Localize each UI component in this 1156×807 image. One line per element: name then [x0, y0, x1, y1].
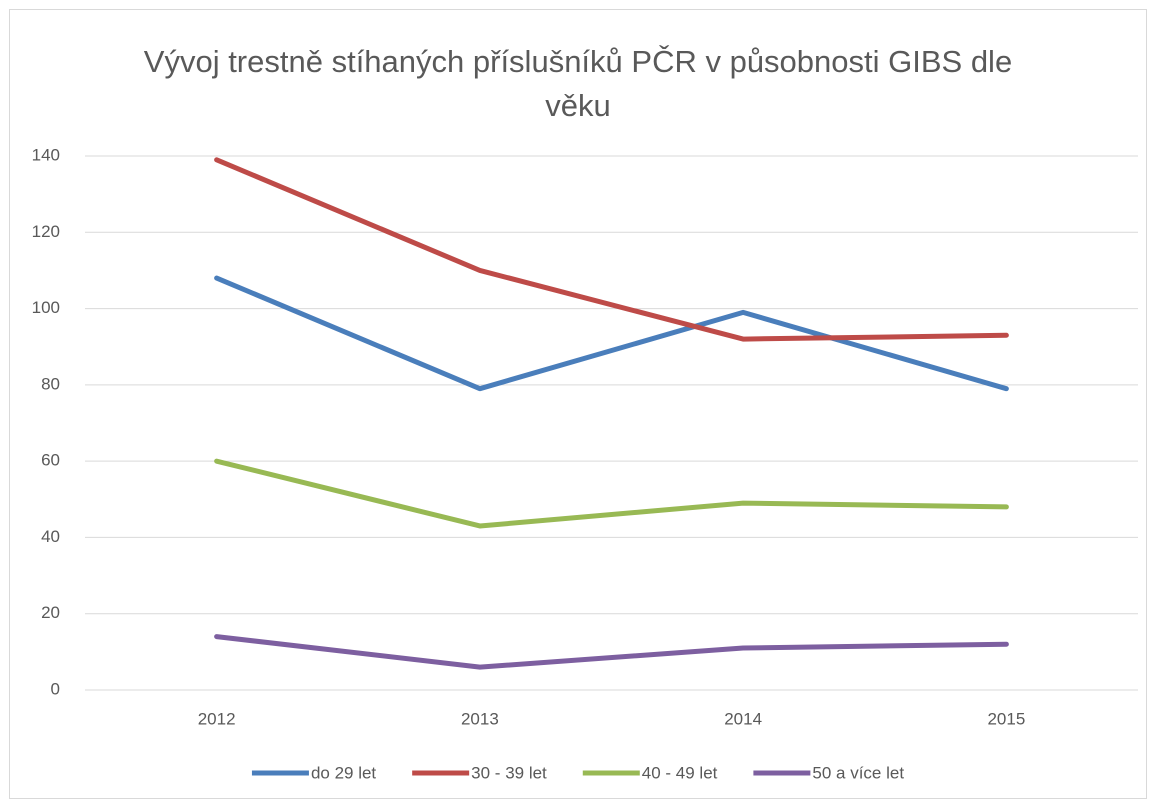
y-tick-label: 140 — [32, 145, 60, 164]
y-tick-label: 60 — [41, 451, 60, 470]
y-tick-label: 120 — [32, 222, 60, 241]
x-tick-label: 2012 — [198, 709, 236, 728]
y-tick-label: 100 — [32, 298, 60, 317]
series-line — [214, 458, 1009, 529]
legend-label: 40 - 49 let — [642, 763, 718, 782]
legend-label: 50 a více let — [812, 763, 904, 782]
series-line — [214, 275, 1009, 392]
series-line — [214, 634, 1009, 670]
x-tick-label: 2014 — [724, 709, 762, 728]
chart-title: Vývoj trestně stíhaných příslušníků PČR … — [143, 44, 1013, 123]
chart-border — [9, 9, 1147, 799]
x-tick-label: 2015 — [987, 709, 1025, 728]
y-tick-label: 80 — [41, 374, 60, 393]
y-tick-label: 40 — [41, 527, 60, 546]
legend-label: 30 - 39 let — [471, 763, 547, 782]
series-line — [214, 157, 1009, 342]
legend-label: do 29 let — [311, 763, 376, 782]
y-tick-label: 0 — [51, 679, 60, 698]
x-tick-label: 2013 — [461, 709, 499, 728]
y-tick-label: 20 — [41, 603, 60, 622]
